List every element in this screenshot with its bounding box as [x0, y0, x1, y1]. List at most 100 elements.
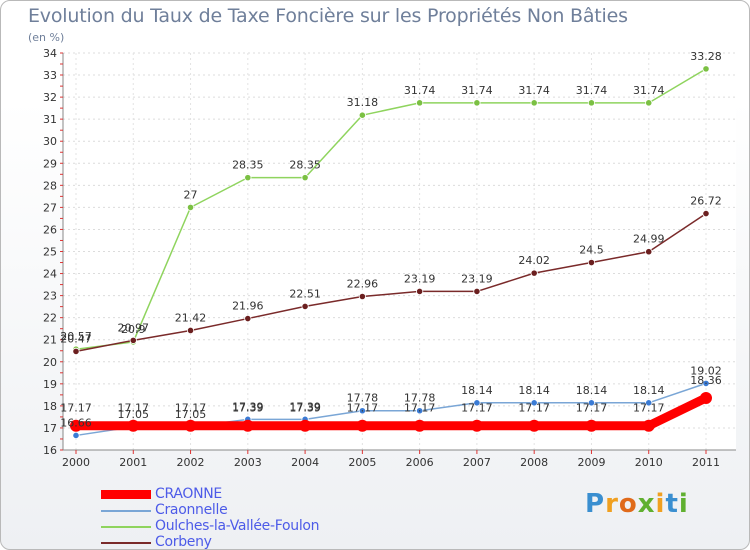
y-tick-label: 29	[43, 157, 57, 170]
data-label-overlay: 17.17	[60, 402, 92, 415]
data-label-oulches: 31.74	[633, 84, 665, 97]
x-tick-label: 2002	[177, 456, 205, 469]
data-label-corbeny: 21.42	[175, 311, 207, 324]
data-point	[416, 407, 424, 415]
data-point	[700, 391, 712, 404]
x-tick-label: 2008	[520, 456, 548, 469]
y-tick-label: 27	[43, 201, 57, 214]
data-point	[413, 419, 426, 432]
data-point	[702, 379, 710, 387]
data-label-corbeny: 23.19	[461, 272, 493, 285]
data-point	[473, 99, 481, 107]
data-point	[642, 419, 655, 432]
y-tick-label: 32	[43, 91, 57, 104]
data-label-overlay: 17.17	[633, 402, 665, 415]
data-label-overlay: 17.17	[347, 402, 379, 415]
logo-letter: o	[618, 489, 638, 519]
data-label-corbeny: 22.51	[289, 287, 321, 300]
data-label-craonnelle: 17.05	[118, 408, 150, 421]
data-label-overlay: 17.17	[404, 402, 436, 415]
legend-label: Craonnelle	[155, 502, 228, 518]
data-point	[72, 431, 80, 440]
data-label-corbeny: 23.19	[404, 272, 436, 285]
data-point	[244, 314, 252, 323]
data-point	[241, 419, 254, 432]
data-label-corbeny: 26.72	[690, 195, 722, 208]
y-tick-label: 24	[43, 268, 57, 281]
data-label-craonnelle: 17.39	[232, 400, 264, 413]
data-label-oulches: 28.35	[289, 159, 321, 172]
data-label-craonnelle: 18.14	[518, 384, 550, 397]
data-point	[530, 399, 538, 407]
data-point	[244, 174, 252, 182]
data-label-overlay: 17.17	[518, 402, 550, 415]
data-label-corbeny: 24.5	[579, 244, 604, 257]
data-point	[587, 399, 596, 407]
x-tick-label: 2005	[348, 456, 376, 469]
data-label-overlay: 17.17	[576, 402, 608, 415]
data-point	[358, 292, 366, 301]
legend-swatch	[101, 490, 151, 499]
data-point	[530, 269, 538, 277]
data-point	[470, 419, 483, 432]
data-label-craonne: 18.36	[690, 374, 722, 387]
series-line-corbeny	[75, 212, 707, 353]
data-label-oulches: 20.9	[121, 323, 146, 336]
logo-letter: x	[637, 489, 656, 519]
data-label-craonnelle: 17.39	[289, 400, 321, 413]
data-point	[645, 399, 653, 407]
data-label-oulches: 28.35	[232, 159, 264, 172]
y-tick-label: 25	[43, 246, 57, 259]
data-point	[416, 287, 424, 296]
x-tick-label: 2001	[119, 456, 147, 469]
x-tick-label: 2003	[234, 456, 262, 469]
data-point	[473, 287, 481, 296]
data-label-craonnelle: 17.05	[175, 408, 207, 421]
y-tick-label: 23	[43, 290, 57, 303]
x-tick-label: 2006	[406, 456, 434, 469]
data-point	[702, 209, 710, 218]
data-point	[299, 419, 312, 432]
data-label-craonnelle: 16.66	[60, 416, 92, 429]
data-label-corbeny: 24.99	[633, 233, 665, 246]
data-label-oulches: 31.74	[518, 84, 550, 97]
y-tick-label: 34	[43, 47, 57, 60]
series-line-craonne	[76, 393, 708, 431]
x-tick-label: 2004	[291, 456, 319, 469]
data-label-overlay: 17.17	[118, 402, 150, 415]
data-label-corbeny: 20.47	[60, 332, 92, 345]
data-label-oulches: 33.28	[690, 50, 722, 63]
data-label-oulches: 31.18	[347, 96, 379, 109]
y-tick-label: 33	[43, 69, 57, 82]
y-tick-label: 28	[43, 179, 57, 192]
data-label-corbeny: 24.02	[518, 254, 550, 267]
data-point	[184, 419, 197, 432]
data-label-oulches: 31.74	[404, 84, 436, 97]
data-label-corbeny: 21.96	[232, 300, 264, 313]
legend-swatch	[101, 510, 151, 512]
data-label-craonnelle: 17.78	[347, 392, 379, 405]
data-point	[358, 407, 366, 415]
y-tick-label: 19	[43, 378, 57, 391]
data-point	[702, 65, 710, 73]
y-tick-label: 20	[43, 356, 57, 369]
data-point	[530, 99, 538, 107]
data-point	[587, 99, 596, 107]
x-tick-label: 2009	[577, 456, 605, 469]
data-label-craonnelle: 19.02	[690, 364, 722, 377]
data-point	[358, 111, 366, 119]
x-tick-label: 2007	[463, 456, 491, 469]
data-label-craonnelle: 18.14	[576, 384, 608, 397]
data-point	[301, 302, 309, 311]
data-point	[127, 419, 140, 432]
y-tick-label: 22	[43, 312, 57, 325]
data-point	[645, 99, 653, 107]
data-point	[587, 258, 596, 267]
logo-letter: P	[585, 489, 606, 519]
legend-swatch	[101, 542, 151, 544]
data-point	[72, 347, 80, 356]
logo-letter: r	[605, 489, 619, 519]
logo-letter: i	[655, 489, 666, 519]
y-tick-label: 18	[43, 400, 57, 413]
